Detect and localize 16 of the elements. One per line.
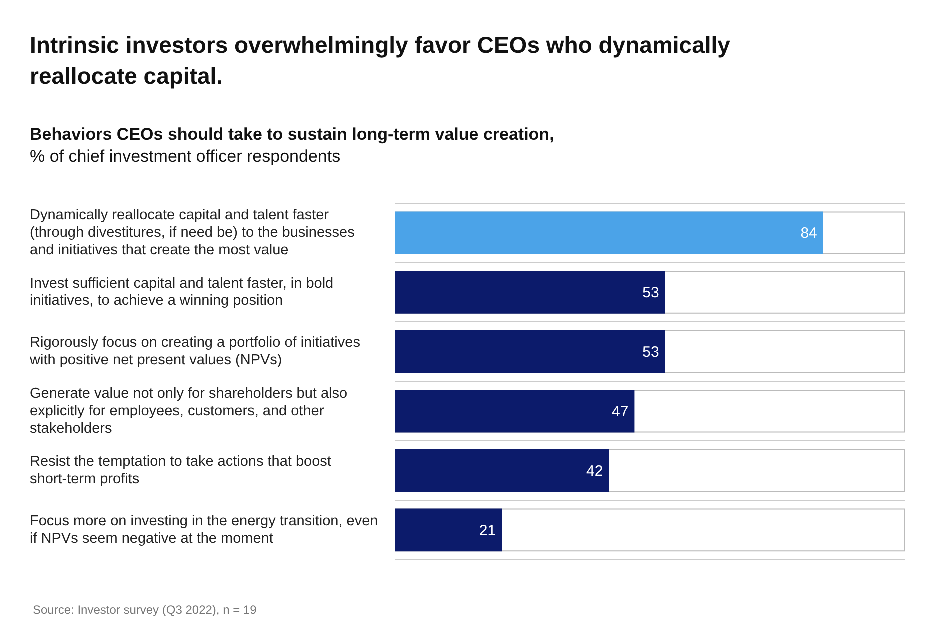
bar (395, 508, 502, 552)
data-label: 21 (479, 522, 496, 540)
data-label: 47 (612, 404, 629, 420)
data-label: 84 (800, 225, 818, 242)
chart-subtitle: Behaviors CEOs should take to sustain long-term value creation, % of chief investment officer respondents (30, 124, 556, 168)
y-tick-label: Generate value not only for shareholders but also explicitly for employees, customers, and other stakeholders (30, 386, 348, 437)
source-note: Source: Investor survey (Q3 2022), n = 19 (33, 603, 257, 617)
data-label: 53 (642, 344, 660, 362)
data-label: 53 (642, 284, 660, 302)
y-tick-label: Invest sufficient capital and talent faster, in bold initiatives, to achieve a winning position (30, 276, 334, 310)
y-tick-label: Resist the temptation to take actions that boost short-term profits (30, 454, 332, 488)
y-tick-label: Rigorously focus on creating a portfolio of initiatives with positive net present values (NPVs) (29, 335, 360, 369)
y-tick-label: Dynamically reallocate capital and talent faster (through divestitures, if need be) to the businesses and initiatives that create the most value (30, 208, 355, 259)
chart-title: Intrinsic investors overwhelmingly favor CEOs who dynamically reallocate capital. (30, 31, 732, 91)
y-tick-label: Focus more on investing in the energy transition, even if NPVs seem negative at the moment (30, 513, 378, 547)
data-label: 42 (586, 462, 604, 480)
